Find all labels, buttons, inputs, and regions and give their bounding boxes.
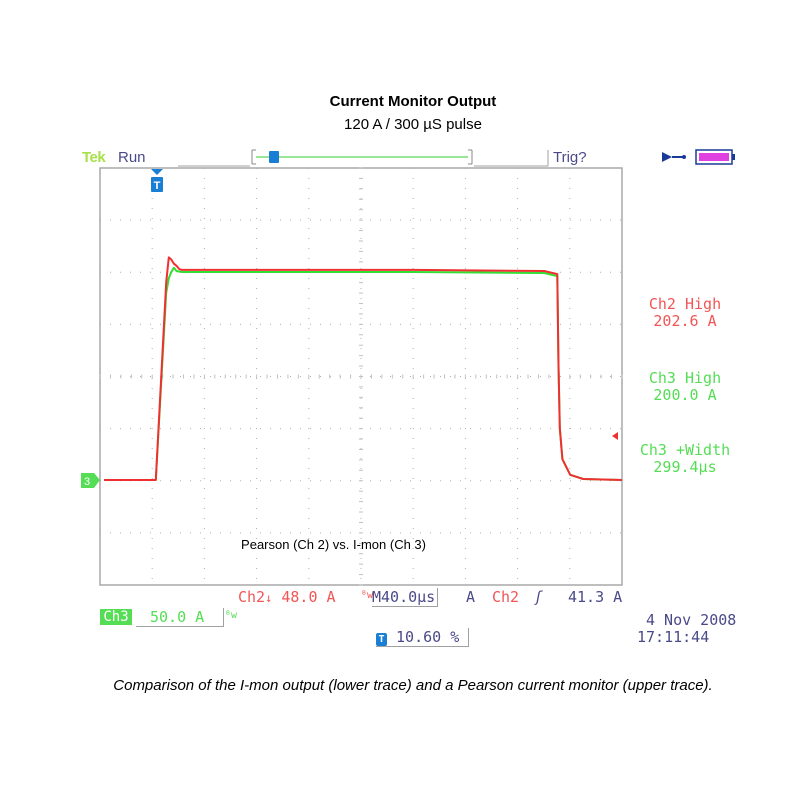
trigger-level: 41.3 A [568, 588, 623, 606]
ch3-width-measurement: Ch3 +Width 299.4µs [630, 442, 740, 476]
trigger-t-icon: T [376, 633, 387, 646]
timebase-status: M40.0µs [372, 588, 439, 607]
trigger-slope-icon: ʃ [534, 588, 544, 606]
timebase-prefix: M [372, 588, 382, 606]
ch3-high-label: Ch3 High [648, 369, 722, 387]
brand-logo: Tek [82, 149, 106, 166]
trigger-position-marker: T [151, 169, 163, 192]
trigger-position-value: 10.60 % [396, 628, 460, 646]
ch3-status-badge: Ch3 [100, 609, 132, 625]
ch3-bw-icon: ᴮw [225, 610, 238, 621]
battery-icon [695, 149, 735, 165]
ch3-ground-marker: 3 [81, 473, 100, 488]
trace-label: Pearson (Ch 2) vs. I-mon (Ch 3) [241, 537, 426, 552]
figure-caption: Comparison of the I-mon output (lower tr… [113, 677, 713, 694]
figure-subtitle: 120 A / 300 µS pulse [344, 116, 482, 133]
timebase-value: 40.0µs [381, 588, 436, 606]
ch2-high-measurement: Ch2 High 202.6 A [630, 296, 740, 330]
ch2-bw-icon: ᴮw [361, 590, 374, 601]
svg-text:3: 3 [84, 476, 90, 488]
run-state: Run [118, 149, 146, 166]
record-length-indicator [251, 149, 473, 165]
ch3-high-measurement: Ch3 High 200.0 A [630, 370, 740, 404]
trigger-mode: A [466, 588, 476, 606]
trigger-level-arrow [612, 432, 618, 440]
ch2-label: Ch2 [238, 588, 266, 606]
trigger-position-status: T 10.60 % [376, 628, 469, 647]
figure-title: Current Monitor Output [329, 93, 497, 110]
ch2-high-value: 202.6 A [653, 312, 717, 330]
power-plug-icon [662, 152, 686, 162]
date-label: 4 Nov 2008 [646, 611, 737, 629]
trigger-state: Trig? [553, 149, 587, 166]
svg-text:T: T [154, 180, 161, 192]
time-label: 17:11:44 [637, 628, 710, 646]
trigger-channel: Ch2 [492, 588, 520, 606]
ch3-scale: 50.0 A [136, 608, 224, 627]
ch3-width-label: Ch3 +Width [639, 441, 731, 459]
ch3-width-value: 299.4µs [653, 458, 717, 476]
ch2-trace [104, 256, 623, 481]
ch2-high-label: Ch2 High [648, 295, 722, 313]
ch2-status: Ch2↓ 48.0 A [238, 588, 336, 606]
trace-area [104, 256, 623, 481]
ch2-scale: 48.0 A [281, 588, 336, 606]
ch3-high-value: 200.0 A [653, 386, 717, 404]
